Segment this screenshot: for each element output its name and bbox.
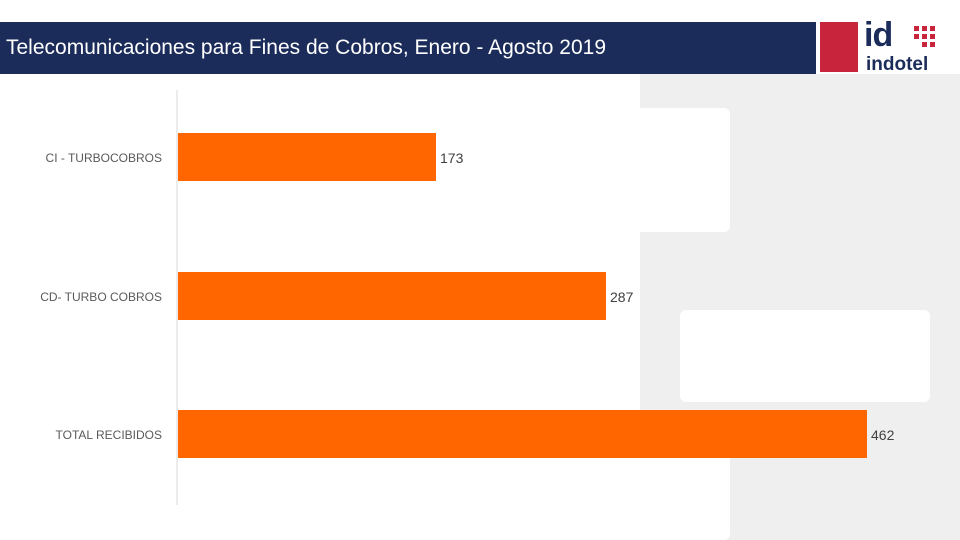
logo-dots-icon (914, 26, 936, 48)
data-label-2: 462 (871, 427, 895, 443)
data-label-0: 173 (440, 150, 464, 166)
data-label-1: 287 (610, 289, 634, 305)
background-card-top (560, 108, 730, 232)
category-label-2: TOTAL RECIBIDOS (56, 428, 162, 442)
logo-brand-short: id (864, 16, 893, 54)
bar-0 (178, 133, 437, 181)
bar-1 (178, 272, 607, 320)
category-label-1: CD- TURBO COBROS (40, 290, 162, 304)
logo-brand-name: indotel (866, 54, 929, 75)
indotel-logo: id indotel (816, 16, 960, 78)
logo-red-block (820, 22, 858, 72)
title-bar: Telecomunicaciones para Fines de Cobros,… (0, 22, 816, 74)
background-card-middle (680, 310, 930, 402)
slide-title: Telecomunicaciones para Fines de Cobros,… (6, 36, 607, 59)
bar-2 (178, 410, 867, 458)
category-label-0: CI - TURBOCOBROS (46, 151, 162, 165)
